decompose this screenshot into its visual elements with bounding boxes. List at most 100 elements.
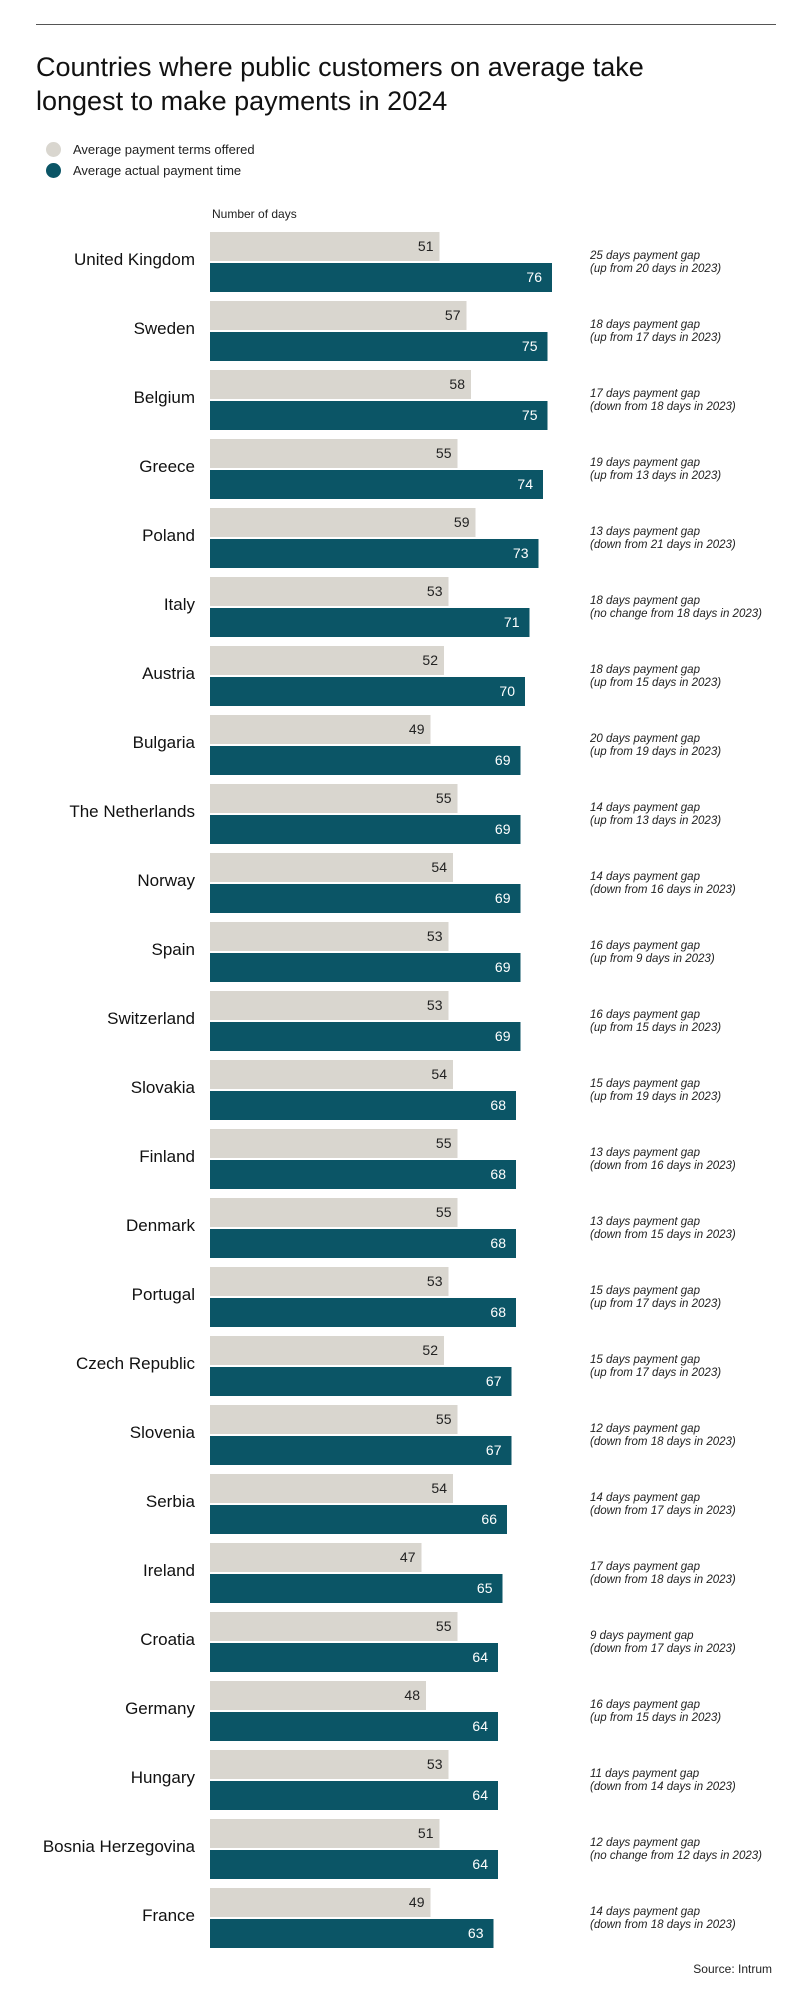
annotation-gap-denmark: 13 days payment gap xyxy=(590,1216,701,1228)
bar-actual-norway xyxy=(210,884,521,913)
bar-terms-spain xyxy=(210,922,449,951)
annotation-gap-germany: 16 days payment gap xyxy=(590,1699,701,1711)
value-label-terms-croatia: 55 xyxy=(436,1618,452,1634)
annotation-change-italy: (no change from 18 days in 2023) xyxy=(590,608,762,620)
annotation-change-serbia: (down from 17 days in 2023) xyxy=(590,1505,736,1517)
value-label-actual-poland: 73 xyxy=(513,545,529,561)
annotation-change-the-netherlands: (up from 13 days in 2023) xyxy=(590,815,721,827)
legend-label-actual: Average actual payment time xyxy=(73,163,242,178)
value-label-actual-bosnia-herzegovina: 64 xyxy=(472,1856,488,1872)
category-label-czech-republic: Czech Republic xyxy=(76,1354,196,1373)
bar-actual-portugal xyxy=(210,1298,516,1327)
annotation-change-finland: (down from 16 days in 2023) xyxy=(590,1160,736,1172)
value-label-terms-slovenia: 55 xyxy=(436,1411,452,1427)
annotation-gap-finland: 13 days payment gap xyxy=(590,1147,701,1159)
bar-terms-norway xyxy=(210,853,453,882)
value-label-actual-germany: 64 xyxy=(472,1718,488,1734)
value-label-actual-italy: 71 xyxy=(504,614,520,630)
category-label-united-kingdom: United Kingdom xyxy=(74,250,195,269)
bar-terms-croatia xyxy=(210,1612,458,1641)
bar-actual-united-kingdom xyxy=(210,263,552,292)
category-label-denmark: Denmark xyxy=(126,1216,195,1235)
bar-actual-the-netherlands xyxy=(210,815,521,844)
annotation-gap-greece: 19 days payment gap xyxy=(590,457,701,469)
value-label-actual-ireland: 65 xyxy=(477,1580,493,1596)
category-label-slovenia: Slovenia xyxy=(130,1423,196,1442)
bar-terms-czech-republic xyxy=(210,1336,444,1365)
value-label-actual-sweden: 75 xyxy=(522,338,538,354)
value-label-terms-italy: 53 xyxy=(427,583,443,599)
value-label-terms-czech-republic: 52 xyxy=(422,1342,438,1358)
bar-terms-belgium xyxy=(210,370,471,399)
bar-actual-sweden xyxy=(210,332,548,361)
bar-terms-greece xyxy=(210,439,458,468)
category-label-ireland: Ireland xyxy=(143,1561,195,1580)
value-label-terms-germany: 48 xyxy=(404,1687,420,1703)
value-label-actual-bulgaria: 69 xyxy=(495,752,511,768)
annotation-change-bosnia-herzegovina: (no change from 12 days in 2023) xyxy=(590,1850,762,1862)
bar-actual-ireland xyxy=(210,1574,503,1603)
annotation-change-sweden: (up from 17 days in 2023) xyxy=(590,332,721,344)
value-label-terms-denmark: 55 xyxy=(436,1204,452,1220)
annotation-gap-united-kingdom: 25 days payment gap xyxy=(589,250,701,262)
bar-actual-germany xyxy=(210,1712,498,1741)
category-label-italy: Italy xyxy=(164,595,196,614)
bar-terms-bulgaria xyxy=(210,715,431,744)
value-label-actual-portugal: 68 xyxy=(490,1304,506,1320)
annotation-gap-france: 14 days payment gap xyxy=(590,1906,701,1918)
value-label-terms-portugal: 53 xyxy=(427,1273,443,1289)
legend-swatch-actual xyxy=(46,163,61,178)
annotation-gap-hungary: 11 days payment gap xyxy=(590,1768,700,1780)
annotation-change-bulgaria: (up from 19 days in 2023) xyxy=(590,746,721,758)
value-label-terms-switzerland: 53 xyxy=(427,997,443,1013)
bar-terms-hungary xyxy=(210,1750,449,1779)
value-label-actual-serbia: 66 xyxy=(481,1511,497,1527)
bar-terms-finland xyxy=(210,1129,458,1158)
category-label-portugal: Portugal xyxy=(132,1285,195,1304)
annotation-gap-bulgaria: 20 days payment gap xyxy=(589,733,701,745)
value-label-terms-france: 49 xyxy=(409,1894,425,1910)
value-label-terms-greece: 55 xyxy=(436,445,452,461)
bar-actual-serbia xyxy=(210,1505,507,1534)
value-label-terms-norway: 54 xyxy=(431,859,447,875)
value-label-terms-united-kingdom: 51 xyxy=(418,238,434,254)
bar-actual-poland xyxy=(210,539,539,568)
annotation-change-croatia: (down from 17 days in 2023) xyxy=(590,1643,736,1655)
category-label-france: France xyxy=(142,1906,195,1925)
annotation-gap-italy: 18 days payment gap xyxy=(590,595,701,607)
annotation-gap-the-netherlands: 14 days payment gap xyxy=(590,802,701,814)
legend-item-terms: Average payment terms offered xyxy=(46,142,255,157)
bar-terms-france xyxy=(210,1888,431,1917)
bar-terms-serbia xyxy=(210,1474,453,1503)
bar-terms-sweden xyxy=(210,301,467,330)
category-label-hungary: Hungary xyxy=(131,1768,196,1787)
annotation-gap-slovakia: 15 days payment gap xyxy=(590,1078,701,1090)
bar-terms-the-netherlands xyxy=(210,784,458,813)
category-label-bulgaria: Bulgaria xyxy=(133,733,196,752)
annotation-gap-serbia: 14 days payment gap xyxy=(590,1492,701,1504)
value-label-actual-belgium: 75 xyxy=(522,407,538,423)
category-label-bosnia-herzegovina: Bosnia Herzegovina xyxy=(43,1837,196,1856)
annotation-gap-czech-republic: 15 days payment gap xyxy=(590,1354,701,1366)
category-label-norway: Norway xyxy=(137,871,195,890)
bar-terms-germany xyxy=(210,1681,426,1710)
annotation-gap-spain: 16 days payment gap xyxy=(590,940,701,952)
value-label-actual-slovakia: 68 xyxy=(490,1097,506,1113)
annotation-gap-sweden: 18 days payment gap xyxy=(590,319,701,331)
value-label-actual-czech-republic: 67 xyxy=(486,1373,502,1389)
bar-terms-slovenia xyxy=(210,1405,458,1434)
bar-actual-hungary xyxy=(210,1781,498,1810)
bar-actual-france xyxy=(210,1919,494,1948)
bar-actual-croatia xyxy=(210,1643,498,1672)
bar-terms-austria xyxy=(210,646,444,675)
bar-terms-italy xyxy=(210,577,449,606)
bar-actual-slovenia xyxy=(210,1436,512,1465)
annotation-change-belgium: (down from 18 days in 2023) xyxy=(590,401,736,413)
annotation-gap-slovenia: 12 days payment gap xyxy=(590,1423,701,1435)
value-label-actual-united-kingdom: 76 xyxy=(526,269,542,285)
category-label-croatia: Croatia xyxy=(140,1630,195,1649)
annotation-gap-ireland: 17 days payment gap xyxy=(590,1561,701,1573)
x-axis-label: Number of days xyxy=(212,207,297,221)
bar-terms-ireland xyxy=(210,1543,422,1572)
